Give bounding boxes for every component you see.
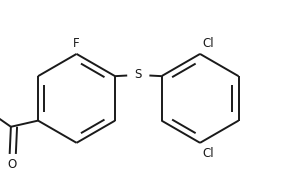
Text: Cl: Cl <box>202 37 214 50</box>
Text: O: O <box>7 158 17 171</box>
Text: F: F <box>73 37 80 50</box>
Text: Cl: Cl <box>202 147 214 159</box>
Text: S: S <box>135 68 142 81</box>
